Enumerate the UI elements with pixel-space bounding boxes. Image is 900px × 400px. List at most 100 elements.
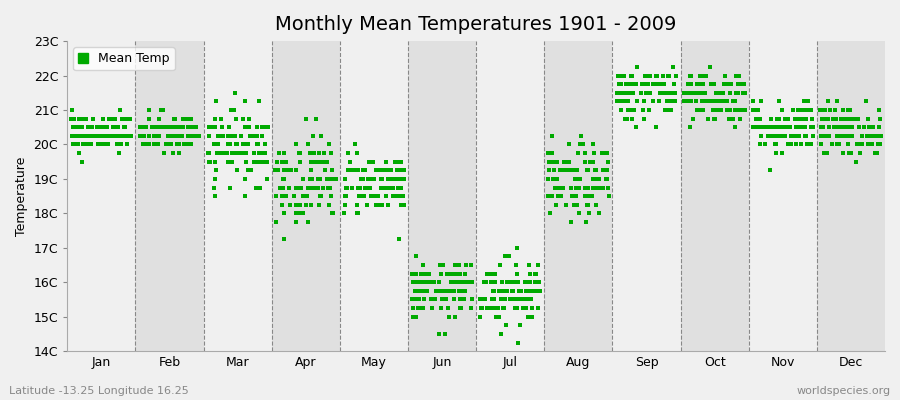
Point — [613, 98, 627, 104]
Point — [835, 150, 850, 156]
Point — [600, 158, 615, 165]
Point — [549, 202, 563, 208]
Point — [545, 158, 560, 165]
Point — [407, 279, 421, 286]
Point — [157, 150, 171, 156]
Point — [64, 116, 78, 122]
Point — [309, 116, 323, 122]
Point — [167, 116, 182, 122]
Point — [721, 116, 735, 122]
Point — [533, 288, 547, 294]
Point — [488, 270, 502, 277]
Point — [440, 270, 454, 277]
Point — [498, 296, 512, 303]
Point — [610, 90, 625, 96]
Point — [580, 202, 594, 208]
Point — [394, 167, 409, 174]
Point — [406, 305, 420, 311]
Point — [376, 167, 391, 174]
Point — [313, 193, 328, 199]
Point — [845, 124, 859, 130]
Point — [510, 339, 525, 346]
Point — [273, 184, 287, 191]
Point — [229, 141, 243, 148]
Point — [236, 116, 250, 122]
Point — [338, 193, 353, 199]
Point — [169, 141, 184, 148]
Point — [850, 141, 864, 148]
Point — [163, 133, 177, 139]
Point — [208, 158, 222, 165]
Point — [355, 176, 369, 182]
Point — [863, 124, 878, 130]
Point — [796, 116, 810, 122]
Point — [338, 184, 353, 191]
Point — [256, 124, 270, 130]
Point — [816, 124, 831, 130]
Point — [142, 141, 157, 148]
Point — [656, 90, 670, 96]
Point — [350, 167, 365, 174]
Point — [383, 184, 398, 191]
Point — [499, 322, 513, 328]
Point — [252, 150, 266, 156]
Point — [65, 133, 79, 139]
Point — [578, 193, 592, 199]
Point — [110, 124, 124, 130]
Point — [153, 124, 167, 130]
Point — [772, 116, 787, 122]
Point — [796, 116, 811, 122]
Point — [364, 193, 378, 199]
Point — [261, 124, 275, 130]
Point — [366, 176, 381, 182]
Point — [473, 296, 488, 303]
Point — [544, 150, 559, 156]
Point — [723, 116, 737, 122]
Point — [276, 176, 291, 182]
Point — [464, 296, 479, 303]
Point — [420, 279, 435, 286]
Point — [725, 98, 740, 104]
Point — [798, 133, 813, 139]
Point — [690, 81, 705, 87]
Point — [221, 158, 236, 165]
Point — [228, 150, 242, 156]
Point — [111, 133, 125, 139]
Point — [508, 305, 522, 311]
Point — [816, 150, 831, 156]
Point — [241, 167, 256, 174]
Point — [684, 72, 698, 79]
Point — [279, 167, 293, 174]
Point — [495, 288, 509, 294]
Point — [256, 124, 271, 130]
Point — [405, 270, 419, 277]
Point — [287, 193, 302, 199]
Point — [84, 124, 98, 130]
Point — [707, 116, 722, 122]
Point — [415, 262, 429, 268]
Point — [802, 107, 816, 113]
Point — [268, 167, 283, 174]
Point — [323, 184, 338, 191]
Point — [397, 202, 411, 208]
Point — [305, 133, 320, 139]
Point — [551, 193, 565, 199]
Point — [453, 305, 467, 311]
Point — [69, 133, 84, 139]
Point — [191, 133, 205, 139]
Point — [866, 124, 880, 130]
Point — [806, 116, 820, 122]
Point — [445, 288, 459, 294]
Point — [669, 72, 683, 79]
Point — [714, 98, 728, 104]
Point — [358, 167, 373, 174]
Point — [746, 124, 760, 130]
Point — [680, 98, 695, 104]
Point — [626, 90, 640, 96]
Point — [116, 133, 130, 139]
Point — [521, 314, 535, 320]
Point — [95, 133, 110, 139]
Point — [497, 305, 511, 311]
Point — [225, 158, 239, 165]
Point — [438, 288, 453, 294]
